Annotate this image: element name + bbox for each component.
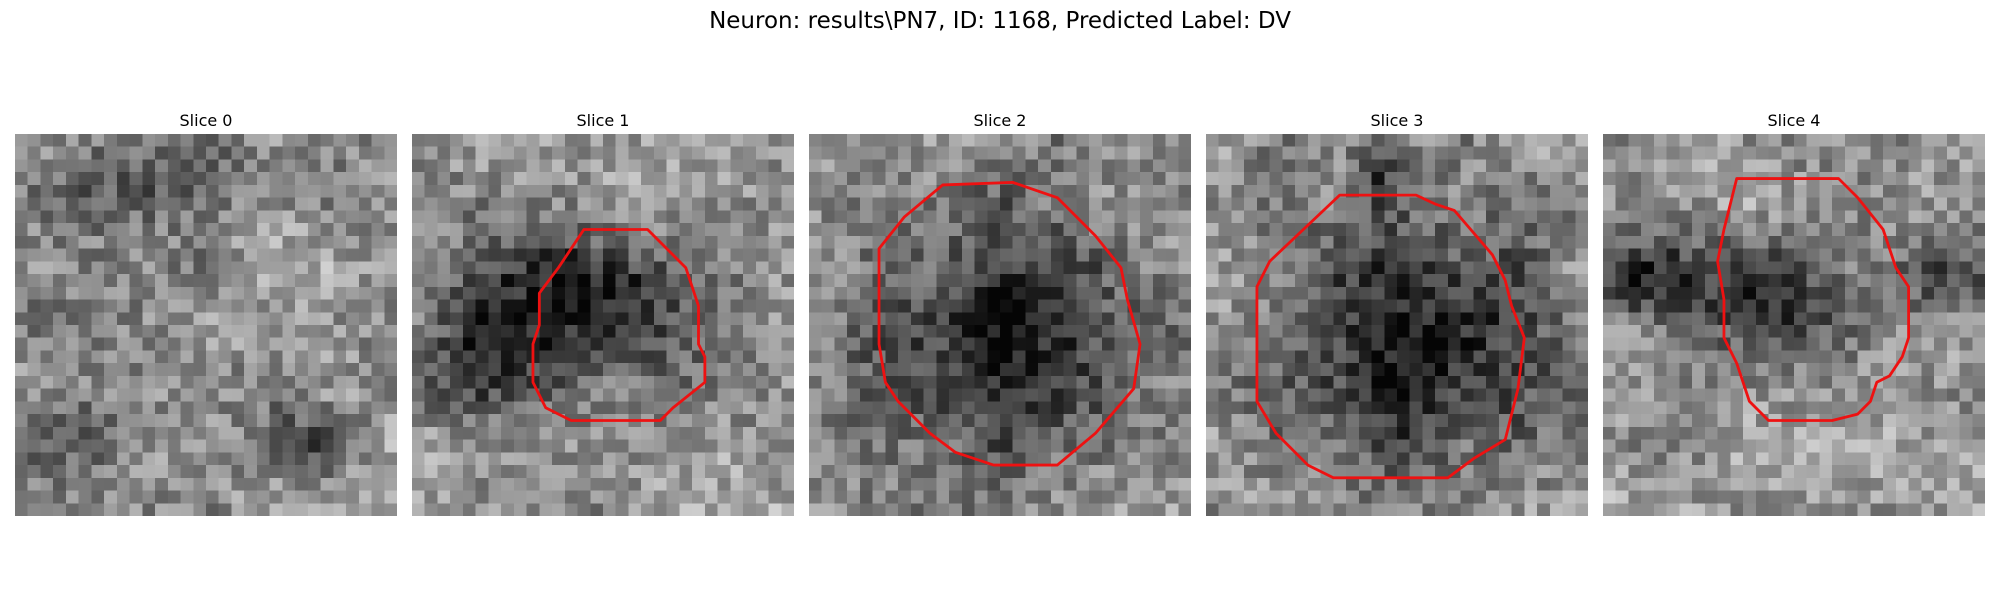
slice-panel-0: Slice 0 <box>15 110 397 516</box>
slice-title: Slice 1 <box>576 111 630 130</box>
pixel-grid <box>15 134 397 516</box>
neuron-contour <box>1255 193 1526 480</box>
slice-panel-2: Slice 2 <box>809 110 1191 516</box>
pixel-grid <box>1206 134 1588 516</box>
slice-title: Slice 2 <box>973 111 1027 130</box>
slice-image <box>1603 134 1985 516</box>
neuron-contour <box>1716 177 1911 422</box>
neuron-contour <box>531 228 707 422</box>
slice-title: Slice 0 <box>179 111 233 130</box>
neuron-contour <box>877 180 1142 467</box>
pixel-grid <box>412 134 794 516</box>
pixel-grid <box>809 134 1191 516</box>
figure-title: Neuron: results\PN7, ID: 1168, Predicted… <box>709 8 1291 34</box>
slice-panel-1: Slice 1 <box>412 110 794 516</box>
slice-image <box>412 134 794 516</box>
slice-image <box>15 134 397 516</box>
slice-panel-3: Slice 3 <box>1206 110 1588 516</box>
slice-panel-4: Slice 4 <box>1603 110 1985 516</box>
slice-image <box>809 134 1191 516</box>
pixel-grid <box>1603 134 1985 516</box>
slice-title: Slice 3 <box>1370 111 1424 130</box>
slice-image <box>1206 134 1588 516</box>
slice-title: Slice 4 <box>1767 111 1821 130</box>
